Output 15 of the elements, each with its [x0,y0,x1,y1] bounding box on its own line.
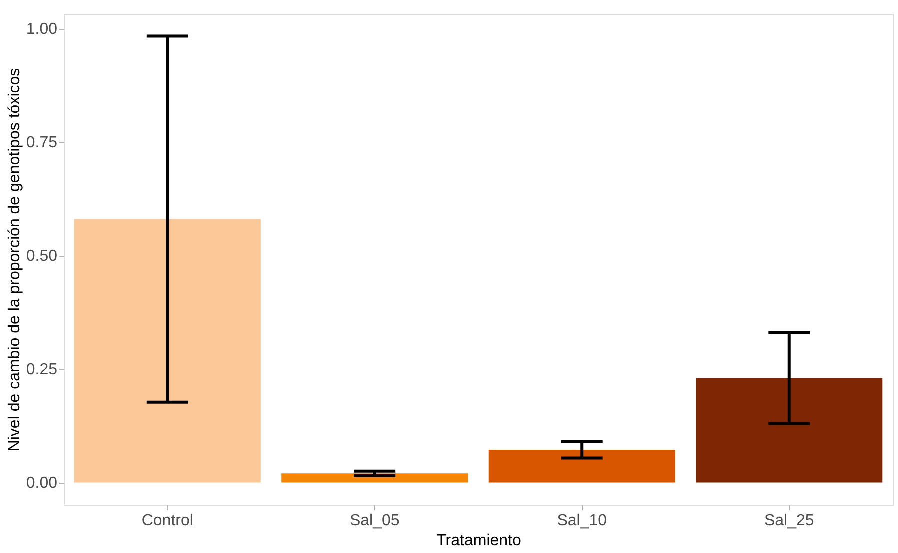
x-tick-label: Sal_05 [350,512,400,530]
x-tick-label: Sal_10 [557,512,608,530]
bar [282,474,468,483]
x-tick-label: Control [142,512,194,530]
y-axis-title: Nivel de cambio de la proporción de genotipos tóxicos [6,68,24,452]
x-tick-label: Sal_25 [764,512,814,530]
y-tick-label: 0.75 [26,134,58,152]
bar [488,450,676,483]
y-tick-label: 1.00 [26,21,58,38]
y-tick-label: 0.00 [26,475,58,492]
x-axis-title: Tratamiento [436,532,522,550]
y-tick-label: 0.50 [26,248,58,266]
y-tick-label: 0.25 [26,362,58,379]
bar [74,219,261,483]
bar [696,378,883,483]
